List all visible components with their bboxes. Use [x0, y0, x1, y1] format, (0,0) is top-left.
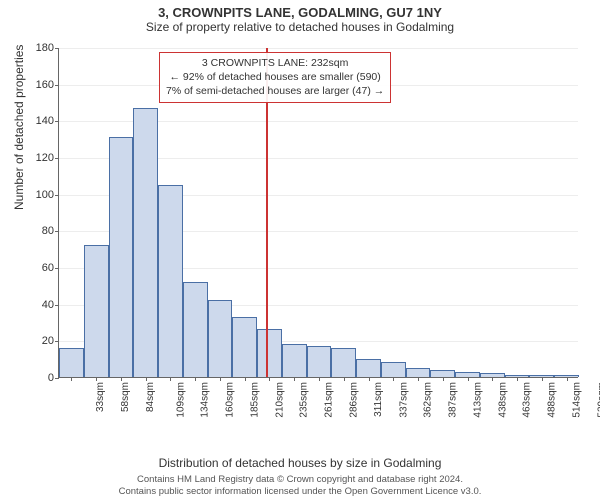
footer-attribution: Contains HM Land Registry data © Crown c…: [0, 474, 600, 498]
x-tick-mark: [418, 377, 419, 381]
histogram-bar: [84, 245, 109, 377]
histogram-bar: [381, 362, 406, 377]
x-tick-mark: [71, 377, 72, 381]
histogram-bar: [59, 348, 84, 377]
histogram-bar: [158, 185, 183, 378]
x-tick-mark: [567, 377, 568, 381]
histogram-bar: [232, 317, 257, 378]
x-tick-label: 337sqm: [398, 382, 409, 418]
x-tick-label: 514sqm: [571, 382, 582, 418]
x-tick-mark: [542, 377, 543, 381]
x-tick-mark: [492, 377, 493, 381]
x-tick-label: 134sqm: [200, 382, 211, 418]
x-tick-mark: [121, 377, 122, 381]
x-tick-mark: [443, 377, 444, 381]
y-axis-label: Number of detached properties: [12, 45, 26, 210]
x-tick-label: 488sqm: [547, 382, 558, 418]
histogram-bar: [430, 370, 455, 377]
histogram-bar: [282, 344, 307, 377]
x-tick-label: 539sqm: [596, 382, 600, 418]
x-tick-mark: [220, 377, 221, 381]
chart-container: 3, CROWNPITS LANE, GODALMING, GU7 1NY Si…: [0, 0, 600, 500]
plot-area: 02040608010012014016018033sqm58sqm84sqm1…: [58, 48, 578, 378]
x-tick-label: 210sqm: [274, 382, 285, 418]
x-tick-label: 185sqm: [250, 382, 261, 418]
histogram-bar: [208, 300, 233, 377]
y-tick-mark: [55, 305, 59, 306]
annotation-line-3: 7% of semi-detached houses are larger (4…: [166, 84, 384, 98]
x-tick-label: 463sqm: [522, 382, 533, 418]
annotation-line-1: 3 CROWNPITS LANE: 232sqm: [166, 56, 384, 70]
histogram-bar: [307, 346, 332, 377]
x-tick-label: 438sqm: [497, 382, 508, 418]
x-tick-mark: [369, 377, 370, 381]
x-tick-mark: [294, 377, 295, 381]
x-tick-label: 33sqm: [95, 382, 106, 412]
x-tick-label: 109sqm: [175, 382, 186, 418]
x-tick-mark: [170, 377, 171, 381]
y-tick-mark: [55, 195, 59, 196]
y-tick-mark: [55, 85, 59, 86]
x-tick-label: 58sqm: [120, 382, 131, 412]
y-tick-mark: [55, 48, 59, 49]
x-tick-label: 235sqm: [299, 382, 310, 418]
x-tick-mark: [319, 377, 320, 381]
x-tick-label: 362sqm: [423, 382, 434, 418]
annotation-line-2: ← 92% of detached houses are smaller (59…: [166, 70, 384, 84]
y-tick-mark: [55, 378, 59, 379]
y-tick-mark: [55, 268, 59, 269]
x-tick-mark: [195, 377, 196, 381]
x-tick-mark: [468, 377, 469, 381]
x-tick-label: 160sqm: [225, 382, 236, 418]
x-tick-mark: [146, 377, 147, 381]
x-tick-mark: [269, 377, 270, 381]
gridline: [59, 48, 578, 49]
footer-line-2: Contains public sector information licen…: [0, 486, 600, 498]
histogram-bar: [406, 368, 431, 377]
chart-area: 02040608010012014016018033sqm58sqm84sqm1…: [58, 48, 578, 413]
x-tick-mark: [517, 377, 518, 381]
page-title: 3, CROWNPITS LANE, GODALMING, GU7 1NY: [0, 0, 600, 20]
annotation-box: 3 CROWNPITS LANE: 232sqm← 92% of detache…: [159, 52, 391, 103]
x-tick-label: 286sqm: [349, 382, 360, 418]
histogram-bar: [356, 359, 381, 377]
histogram-bar: [133, 108, 158, 378]
x-tick-mark: [96, 377, 97, 381]
histogram-bar: [257, 329, 282, 377]
y-tick-mark: [55, 341, 59, 342]
page-subtitle: Size of property relative to detached ho…: [0, 20, 600, 34]
x-tick-label: 387sqm: [448, 382, 459, 418]
y-tick-mark: [55, 231, 59, 232]
x-axis-label: Distribution of detached houses by size …: [0, 456, 600, 470]
x-tick-label: 261sqm: [324, 382, 335, 418]
x-tick-mark: [393, 377, 394, 381]
histogram-bar: [331, 348, 356, 377]
y-tick-mark: [55, 158, 59, 159]
histogram-bar: [183, 282, 208, 377]
histogram-bar: [109, 137, 134, 377]
x-tick-mark: [344, 377, 345, 381]
y-tick-mark: [55, 121, 59, 122]
x-tick-label: 84sqm: [145, 382, 156, 412]
x-tick-label: 311sqm: [373, 382, 384, 417]
footer-line-1: Contains HM Land Registry data © Crown c…: [0, 474, 600, 486]
x-tick-mark: [245, 377, 246, 381]
x-tick-label: 413sqm: [472, 382, 483, 418]
